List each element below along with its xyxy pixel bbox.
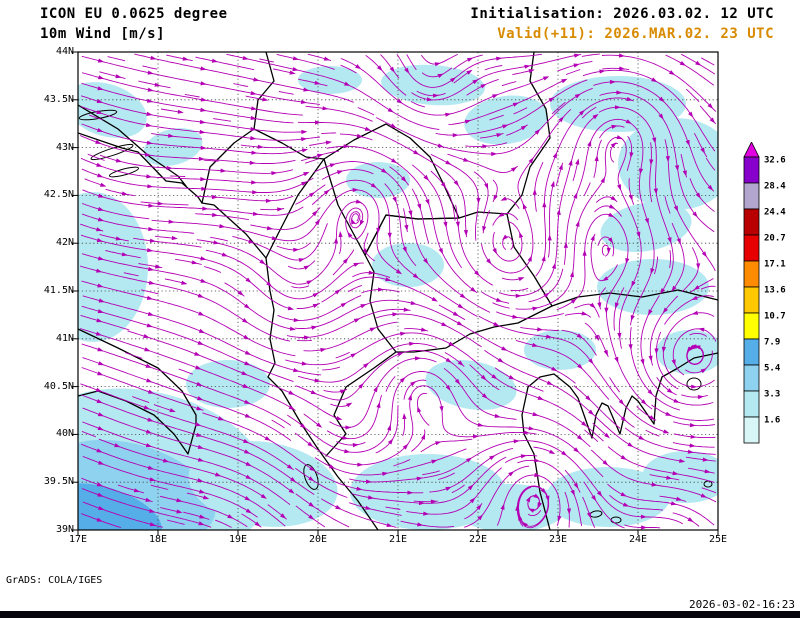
legend-band xyxy=(743,260,760,288)
legend-level-label: 28.4 xyxy=(764,182,786,192)
wind-streamline-map xyxy=(72,51,719,535)
wind-shade-patch xyxy=(298,66,362,94)
legend-band xyxy=(743,338,760,366)
legend-level-label: 24.4 xyxy=(764,208,786,218)
island-outline xyxy=(686,377,702,391)
field-title: 10m Wind [m/s] xyxy=(40,26,166,42)
legend-band xyxy=(743,208,760,236)
model-title: ICON EU 0.0625 degree xyxy=(40,6,228,22)
legend-band xyxy=(743,364,760,392)
legend-level-label: 7.9 xyxy=(764,338,780,348)
island-outline xyxy=(90,143,134,161)
lat-tick-label: 41.5N xyxy=(43,285,74,296)
wind-shade-patch xyxy=(188,441,338,527)
legend-level-label: 20.7 xyxy=(764,234,786,244)
wind-shade-patch xyxy=(372,243,444,287)
lon-tick-label: 25E xyxy=(708,534,728,545)
legend-level-label: 3.3 xyxy=(764,390,780,400)
lon-tick-label: 22E xyxy=(468,534,488,545)
wind-shade-patch xyxy=(550,76,686,132)
lat-tick-label: 43N xyxy=(55,141,74,153)
legend-level-label: 1.6 xyxy=(764,416,780,426)
lat-tick-label: 40.5N xyxy=(43,380,74,392)
legend-band xyxy=(743,234,760,262)
lat-tick-label: 39.5N xyxy=(43,476,74,488)
lat-tick-label: 41N xyxy=(55,332,74,344)
wind-shade-patch xyxy=(78,192,148,342)
legend-level-label: 17.1 xyxy=(764,260,786,270)
wind-shade-patch xyxy=(425,360,517,410)
wind-speed-legend: 32.6 28.4 24.4 20.7 17.1 13.6 10.7 7.9 5.4 3.3 1.6 xyxy=(743,142,786,444)
legend-band xyxy=(743,286,760,314)
valid-time-label: Valid(+11): 2026.MAR.02. 23 UTC xyxy=(497,26,774,42)
wind-shade-patch xyxy=(642,451,718,503)
legend-level-label: 10.7 xyxy=(764,312,786,322)
lat-tick-label: 43.5N xyxy=(43,93,74,105)
shading-layer xyxy=(78,64,718,530)
map-frame xyxy=(77,51,719,531)
legend-level-label: 13.6 xyxy=(764,286,786,296)
streamlines-layer xyxy=(79,53,717,529)
legend-above-max-triangle xyxy=(743,142,760,158)
island-outline xyxy=(108,166,140,178)
lon-tick-label: 24E xyxy=(628,534,648,545)
legend-band xyxy=(743,312,760,340)
lat-tick-label: 44N xyxy=(55,46,74,57)
island-outline xyxy=(303,464,319,490)
lon-tick-label: 18E xyxy=(148,534,168,545)
legend-band xyxy=(743,182,760,210)
wind-shade-patch xyxy=(454,484,566,530)
init-time-label: Initialisation: 2026.03.02. 12 UTC xyxy=(470,6,774,22)
lon-tick-label: 20E xyxy=(308,534,328,545)
lat-tick-label: 39N xyxy=(55,524,74,535)
grads-credit: GrADS: COLA/IGES xyxy=(6,575,103,586)
tick-marks xyxy=(72,51,719,535)
lat-tick-label: 42N xyxy=(55,237,74,249)
wind-shade-patch xyxy=(524,330,596,370)
lon-tick-label: 23E xyxy=(548,534,568,545)
legend-band xyxy=(743,156,760,184)
lon-tick-label: 17E xyxy=(68,534,88,545)
lon-tick-label: 19E xyxy=(228,534,248,545)
creation-timestamp: 2026-03-02-16:23 xyxy=(689,598,795,611)
wind-shade-patch xyxy=(346,162,410,198)
legend-level-label: 32.6 xyxy=(764,156,786,166)
bottom-bar xyxy=(0,611,800,618)
legend-band xyxy=(743,416,760,444)
lon-tick-label: 21E xyxy=(388,534,408,545)
legend-band xyxy=(743,390,760,418)
lat-tick-label: 42.5N xyxy=(43,189,74,201)
legend-level-label: 5.4 xyxy=(764,364,781,374)
lat-tick-label: 40N xyxy=(55,428,74,440)
